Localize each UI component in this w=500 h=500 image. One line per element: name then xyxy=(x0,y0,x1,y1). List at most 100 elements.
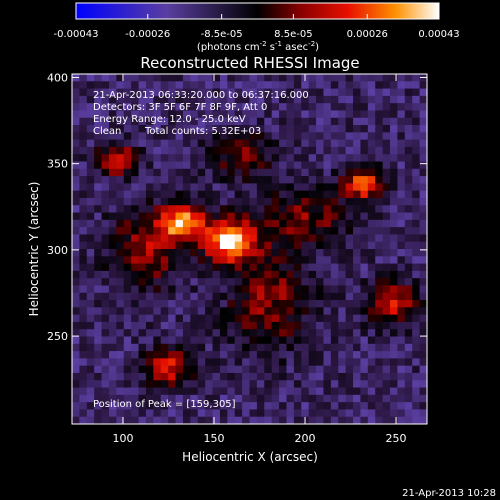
heatmap-cell xyxy=(271,168,280,177)
heatmap-cell xyxy=(390,227,398,235)
heatmap-cell xyxy=(264,358,273,367)
heatmap-cell xyxy=(227,365,236,374)
heatmap-cell xyxy=(316,329,324,337)
heatmap-cell xyxy=(219,256,228,264)
heatmap-cell xyxy=(256,365,265,374)
heatmap-cell xyxy=(205,402,213,410)
heatmap-cell xyxy=(197,336,206,345)
heatmap-cell xyxy=(205,321,213,330)
heatmap-cell xyxy=(234,241,243,250)
heatmap-cell xyxy=(160,103,169,111)
heatmap-cell xyxy=(131,300,139,308)
heatmap-cell xyxy=(323,256,332,264)
heatmap-cell xyxy=(79,300,88,308)
heatmap-cell xyxy=(353,307,361,316)
heatmap-cell xyxy=(382,110,391,119)
heatmap-cell xyxy=(397,88,406,97)
heatmap-cell xyxy=(308,314,317,323)
heatmap-cell xyxy=(323,263,332,272)
heatmap-cell xyxy=(72,278,80,286)
heatmap-cell xyxy=(197,176,206,184)
heatmap-cell xyxy=(86,387,95,396)
heatmap-cell xyxy=(182,95,191,104)
heatmap-cell xyxy=(360,139,369,148)
heatmap-cell xyxy=(190,402,199,410)
heatmap-cell xyxy=(108,336,117,345)
heatmap-cell xyxy=(175,227,184,235)
heatmap-cell xyxy=(419,394,428,403)
heatmap-cell xyxy=(279,263,287,272)
heatmap-cell xyxy=(190,241,199,250)
heatmap-cell xyxy=(168,227,176,235)
heatmap-cell xyxy=(323,234,332,243)
heatmap-cell xyxy=(153,285,162,294)
heatmap-cell xyxy=(301,212,310,221)
heatmap-cell xyxy=(249,394,258,403)
heatmap-cell xyxy=(264,394,273,403)
heatmap-cell xyxy=(212,402,221,410)
heatmap-cell xyxy=(160,314,169,323)
heatmap-cell xyxy=(353,249,361,257)
heatmap-cell xyxy=(404,183,413,192)
heatmap-cell xyxy=(205,205,213,213)
heatmap-cell xyxy=(131,190,139,199)
heatmap-cell xyxy=(182,103,191,111)
heatmap-cell xyxy=(286,307,295,316)
heatmap-cell xyxy=(138,205,147,213)
heatmap-cell xyxy=(86,351,95,359)
heatmap-cell xyxy=(168,321,176,330)
heatmap-cell xyxy=(197,205,206,213)
heatmap-cell xyxy=(330,314,339,323)
heatmap-cell xyxy=(279,416,287,425)
heatmap-cell xyxy=(382,402,391,410)
heatmap-cell xyxy=(286,387,295,396)
heatmap-cell xyxy=(101,402,110,410)
heatmap-cell xyxy=(205,81,213,89)
heatmap-cell xyxy=(182,139,191,148)
heatmap-cell xyxy=(123,161,132,170)
heatmap-cell xyxy=(153,380,162,388)
heatmap-cell xyxy=(271,358,280,367)
heatmap-cell xyxy=(264,285,273,294)
heatmap-cell xyxy=(382,219,391,228)
heatmap-cell xyxy=(79,168,88,177)
heatmap-cell xyxy=(330,161,339,170)
heatmap-cell xyxy=(375,387,384,396)
heatmap-cell xyxy=(360,205,369,213)
heatmap-cell xyxy=(367,183,376,192)
heatmap-cell xyxy=(256,132,265,141)
heatmap-cell xyxy=(256,205,265,213)
heatmap-cell xyxy=(227,278,236,286)
heatmap-cell xyxy=(375,205,384,213)
heatmap-cell xyxy=(138,394,147,403)
heatmap-cell xyxy=(249,278,258,286)
heatmap-cell xyxy=(212,285,221,294)
heatmap-cell xyxy=(397,292,406,301)
heatmap-cell xyxy=(227,146,236,155)
heatmap-cell xyxy=(397,219,406,228)
heatmap-cell xyxy=(227,249,236,257)
heatmap-cell xyxy=(353,416,361,425)
heatmap-cell xyxy=(123,307,132,316)
heatmap-cell xyxy=(404,146,413,155)
heatmap-cell xyxy=(175,343,184,352)
heatmap-cell xyxy=(256,409,265,418)
heatmap-cell xyxy=(131,234,139,243)
heatmap-cell xyxy=(353,358,361,367)
heatmap-cell xyxy=(419,336,428,345)
heatmap-cell xyxy=(249,292,258,301)
heatmap-cell xyxy=(249,241,258,250)
heatmap-cell xyxy=(279,307,287,316)
heatmap-cell xyxy=(175,409,184,418)
heatmap-cell xyxy=(390,183,398,192)
heatmap-cell xyxy=(264,161,273,170)
heatmap-cell xyxy=(256,394,265,403)
heatmap-cell xyxy=(353,117,361,126)
heatmap-cell xyxy=(412,416,421,425)
heatmap-cell xyxy=(286,321,295,330)
heatmap-cell xyxy=(345,256,354,264)
heatmap-cell xyxy=(293,197,302,206)
heatmap-cell xyxy=(234,125,243,133)
heatmap-cell xyxy=(345,161,354,170)
heatmap-cell xyxy=(145,183,154,192)
